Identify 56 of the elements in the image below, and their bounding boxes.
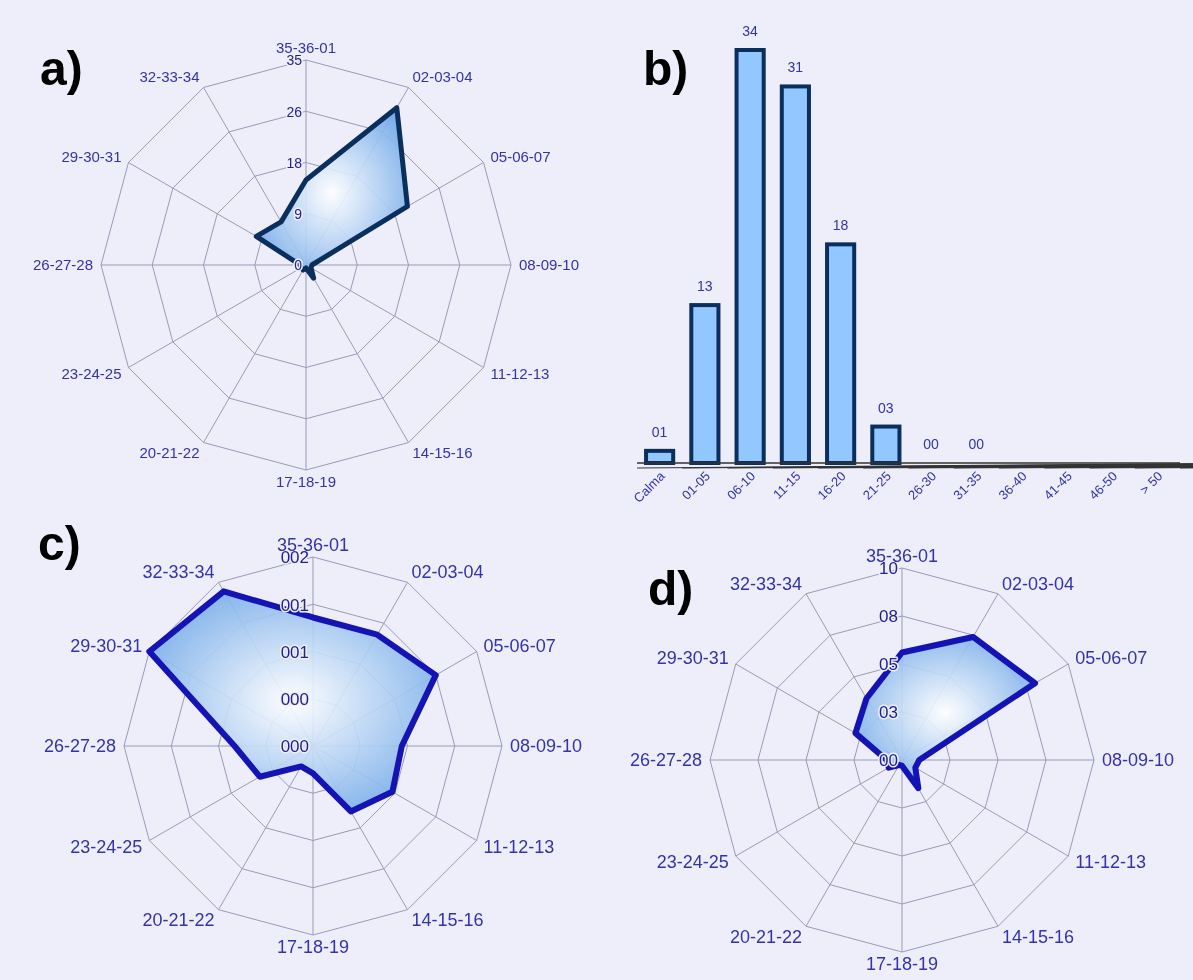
chart-title: a) (40, 42, 83, 95)
y-tick-label: 000 (280, 690, 309, 710)
spoke-label: 17-18-19 (276, 937, 350, 958)
spoke-label: 05-06-07 (483, 635, 556, 656)
chart-title: c) (38, 517, 81, 570)
chart-title: d) (648, 562, 694, 615)
y-tick-label: 35 (286, 52, 303, 69)
y-tick-label: 26 (286, 103, 303, 120)
x-tick-label: > 50 (1136, 468, 1166, 498)
spoke-label: 20-21-22 (139, 444, 200, 462)
data-label: 00 (968, 436, 985, 452)
y-tick-label: 08 (879, 607, 898, 627)
spoke-label: 23-24-25 (70, 836, 143, 857)
y-tick-label: 03 (879, 703, 898, 723)
spoke-label: 14-15-16 (412, 444, 473, 462)
y-tick-label: 9 (294, 206, 303, 222)
spoke-label: 26-27-28 (43, 736, 116, 757)
spoke-label: 11-12-13 (1075, 852, 1146, 873)
spoke-label: 26-27-28 (629, 750, 702, 771)
y-tick-label: 18 (286, 154, 303, 171)
chart-title: b) (643, 42, 689, 95)
data-label: 01 (651, 423, 668, 440)
spoke-label: 05-06-07 (490, 147, 551, 165)
spoke-label: 29-30-31 (61, 147, 122, 165)
spoke-label: 17-18-19 (865, 954, 939, 975)
y-tick-label: 001 (280, 642, 309, 662)
spoke-label: 20-21-22 (729, 926, 802, 947)
spoke-label: 08-09-10 (519, 256, 580, 274)
y-tick-label: 000 (280, 737, 309, 757)
spoke-label: 29-30-31 (70, 635, 143, 656)
data-label: 13 (697, 278, 713, 295)
spoke-label: 11-12-13 (490, 364, 550, 382)
spoke-label: 14-15-16 (411, 910, 484, 931)
spoke-label: 05-06-07 (1075, 648, 1148, 669)
y-tick-label: 001 (280, 595, 309, 615)
spoke-label: 02-03-04 (411, 562, 484, 583)
spoke-label: 11-12-13 (483, 836, 555, 857)
spoke-label: 32-33-34 (142, 562, 215, 583)
spoke-label: 26-27-28 (32, 256, 93, 274)
spoke-label: 08-09-10 (510, 736, 583, 757)
spoke-label: 14-15-16 (1002, 926, 1075, 947)
data-label: 34 (742, 23, 759, 39)
data-label: 31 (787, 59, 804, 76)
y-tick-label: 00 (879, 751, 898, 771)
spoke-label: 02-03-04 (1002, 573, 1075, 594)
data-label: 18 (832, 217, 849, 234)
spoke-label: 32-33-34 (729, 573, 802, 594)
spoke-label: 02-03-04 (412, 68, 473, 86)
data-label: 00 (923, 436, 940, 452)
spoke-label: 20-21-22 (142, 910, 215, 931)
spoke-label: 32-33-34 (139, 68, 200, 86)
spoke-label: 08-09-10 (1102, 750, 1175, 771)
spoke-label: 17-18-19 (275, 473, 337, 491)
spoke-label: 29-30-31 (656, 648, 729, 669)
spoke-label: 23-24-25 (61, 364, 122, 382)
spoke-label: 23-24-25 (656, 852, 729, 873)
